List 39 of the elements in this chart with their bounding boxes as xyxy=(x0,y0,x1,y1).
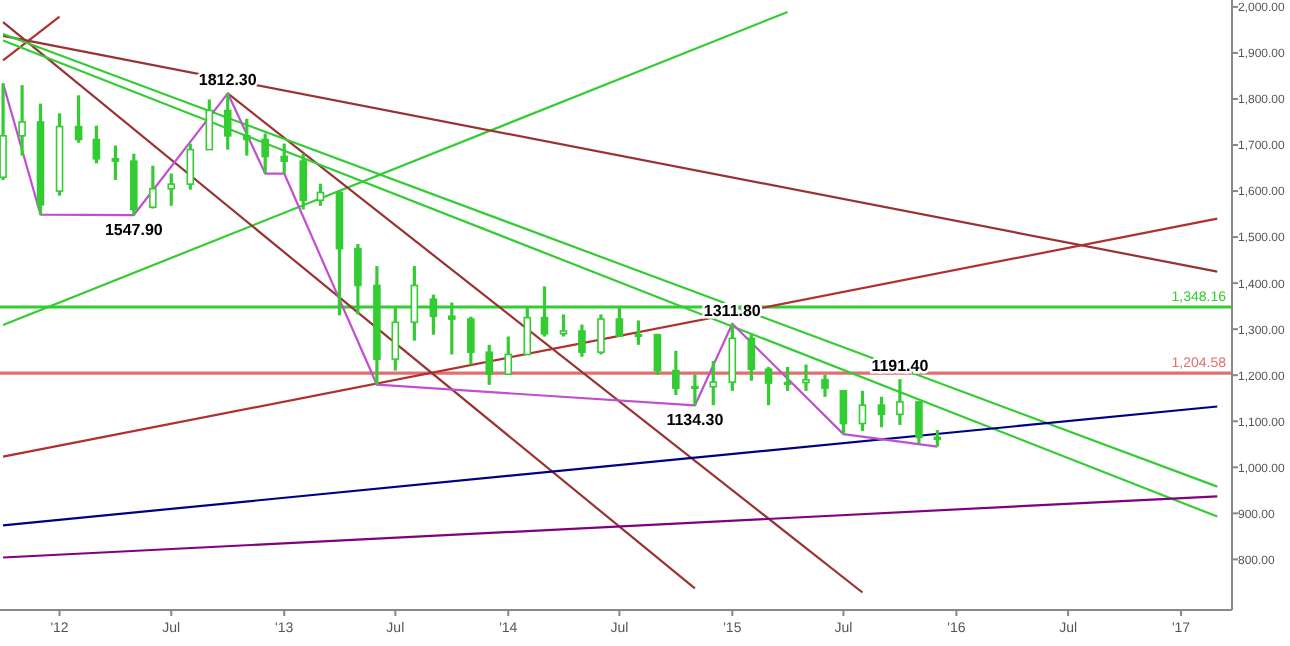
candlestick xyxy=(672,349,680,397)
candlestick xyxy=(559,312,568,339)
candlestick xyxy=(578,322,586,359)
candlestick xyxy=(634,318,643,347)
line-series xyxy=(1,82,939,448)
candlestick xyxy=(877,395,886,429)
candlestick xyxy=(223,91,232,152)
candlestick xyxy=(691,373,699,408)
candlestick xyxy=(597,312,605,357)
candlestick xyxy=(92,124,101,166)
candlestick xyxy=(186,142,195,192)
candlestick xyxy=(18,83,26,158)
candlestick xyxy=(747,333,756,383)
candlestick xyxy=(783,365,792,393)
candlestick xyxy=(316,182,325,208)
candlestick xyxy=(167,171,176,208)
candlestick xyxy=(299,152,308,212)
candlestick xyxy=(485,343,494,387)
candlestick xyxy=(653,332,662,377)
candlestick xyxy=(261,131,269,176)
candlestick xyxy=(821,373,829,399)
candlestick xyxy=(205,97,214,152)
candlestick xyxy=(858,389,867,433)
candlestick xyxy=(896,377,904,427)
candlestick xyxy=(802,363,810,393)
candlestick xyxy=(915,400,923,445)
candlestick xyxy=(709,359,718,407)
annotation: 1547.90 xyxy=(104,221,164,240)
candlestick xyxy=(839,389,848,436)
candlestick xyxy=(467,315,475,367)
candlestick xyxy=(74,93,83,145)
candlestick xyxy=(149,164,157,211)
candlestick xyxy=(111,143,120,182)
candlestick xyxy=(504,334,513,377)
candlestick xyxy=(728,322,737,393)
candlestick xyxy=(242,117,251,158)
annotation: 1134.30 xyxy=(666,411,725,430)
candlestick xyxy=(280,142,289,176)
candlestick xyxy=(764,365,773,407)
